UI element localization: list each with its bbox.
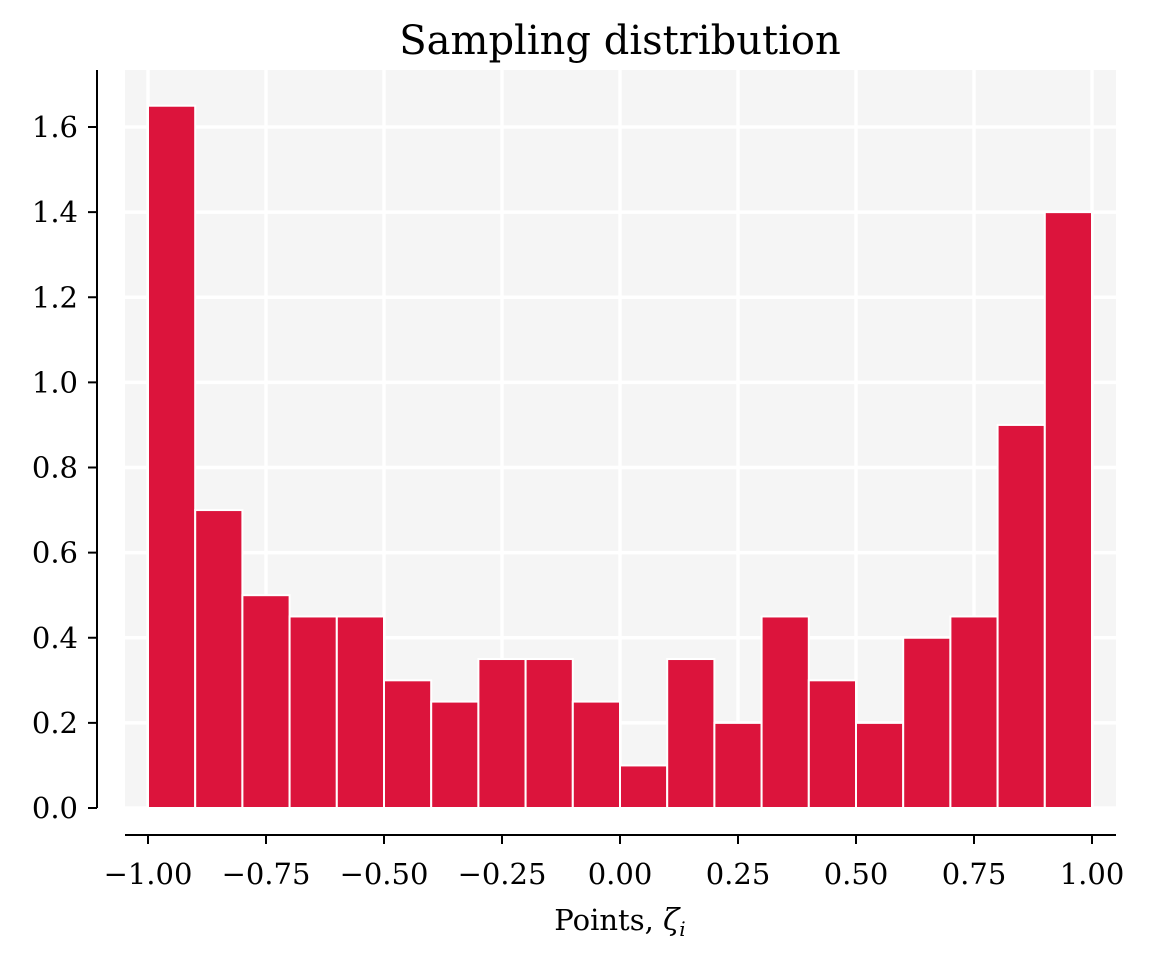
y-tick-label-0: 0.0 [32, 791, 78, 825]
y-tick-label-2: 0.4 [32, 621, 78, 655]
bar-3 [288, 615, 338, 809]
x-tick-label-7: 0.75 [942, 857, 1007, 891]
x-axis-label: Points, ζi [554, 903, 685, 941]
bar-11 [666, 658, 716, 809]
bar-7 [477, 658, 527, 809]
y-ticks: 0.0 0.2 0.4 0.6 0.8 1.0 1.2 1.4 1.6 [32, 110, 97, 825]
bar-19 [1043, 211, 1094, 809]
bars-group [147, 104, 1094, 809]
x-axis-label-subscript: i [679, 917, 685, 941]
bar-16 [902, 636, 952, 809]
y-tick-label-1: 0.2 [32, 706, 78, 740]
x-tick-label-5: 0.25 [706, 857, 771, 891]
x-axis-label-symbol: ζ [663, 903, 681, 938]
bar-1 [194, 509, 244, 809]
bar-15 [855, 721, 905, 809]
bar-6 [430, 700, 480, 809]
x-tick-label-3: −0.25 [458, 857, 547, 891]
x-tick-label-6: 0.50 [824, 857, 889, 891]
x-tick-label-0: −1.00 [104, 857, 193, 891]
x-tick-label-8: 1.00 [1060, 857, 1125, 891]
x-tick-label-2: −0.50 [340, 857, 429, 891]
y-tick-label-4: 0.8 [32, 451, 78, 485]
y-tick-label-7: 1.4 [32, 195, 78, 229]
y-tick-label-6: 1.2 [32, 280, 78, 314]
bar-17 [949, 615, 999, 809]
x-axis-label-text: Points, [554, 903, 663, 937]
bar-9 [571, 700, 621, 809]
bar-13 [760, 615, 810, 809]
bar-5 [383, 679, 433, 809]
x-tick-label-4: 0.00 [588, 857, 653, 891]
chart-title: Sampling distribution [399, 18, 840, 64]
x-ticks: −1.00 −0.75 −0.50 −0.25 0.00 0.25 0.50 0.75 1.00 [104, 835, 1125, 891]
bar-14 [807, 679, 857, 809]
bar-8 [524, 658, 574, 809]
bar-0 [147, 104, 197, 809]
y-tick-label-3: 0.6 [32, 536, 78, 570]
x-tick-label-1: −0.75 [222, 857, 311, 891]
y-tick-label-8: 1.6 [32, 110, 78, 144]
y-tick-label-5: 1.0 [32, 365, 78, 399]
bar-18 [996, 423, 1046, 809]
bar-4 [335, 615, 385, 809]
bar-10 [619, 764, 669, 809]
bar-2 [241, 594, 291, 809]
bar-12 [713, 721, 763, 809]
